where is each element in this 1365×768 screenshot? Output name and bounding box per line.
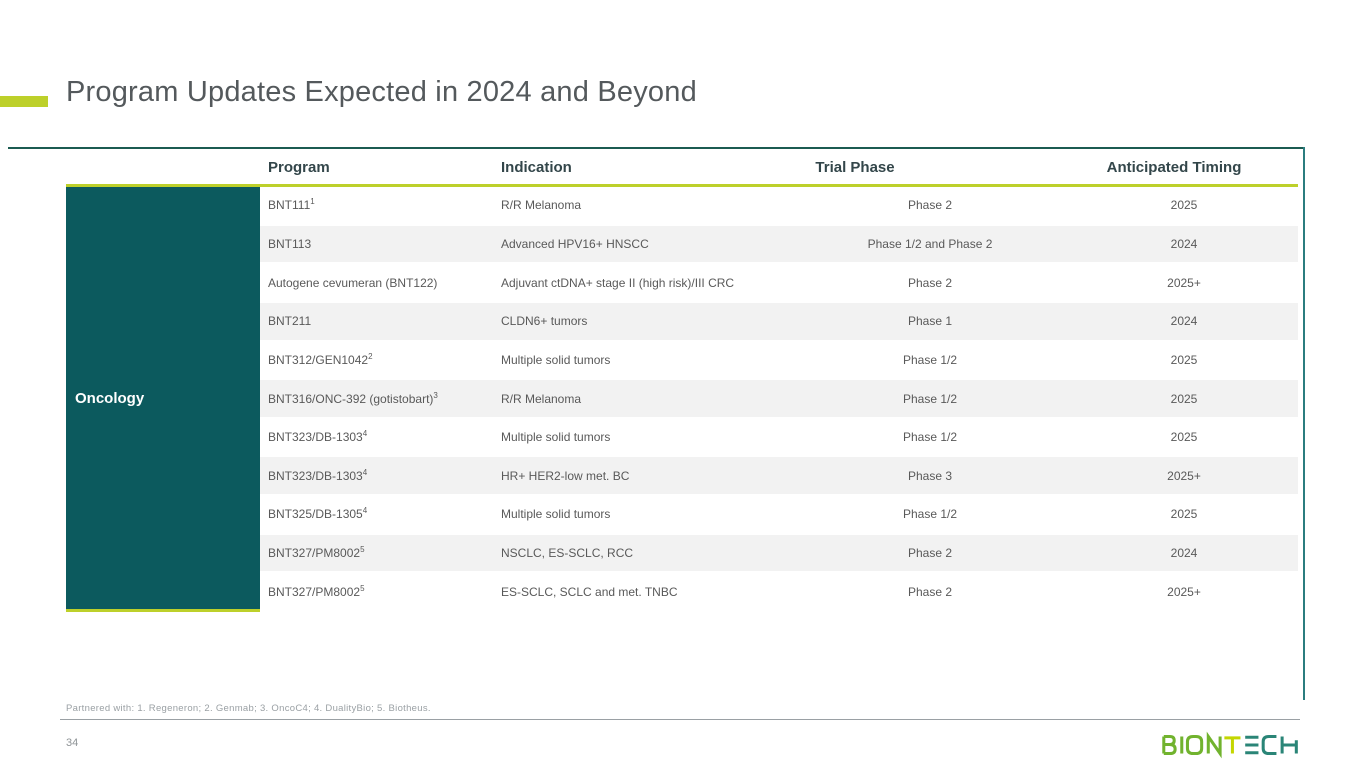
biontech-logo: [1162, 731, 1298, 759]
partner-footnote-marker: 4: [362, 467, 368, 477]
partner-footnote-marker: 2: [368, 351, 373, 361]
group-label-text: Oncology: [75, 389, 145, 407]
table-row: Autogene cevumeran (BNT122) Adjuvant ctDN…: [260, 264, 1298, 303]
table-row: BNT323/DB-13034 Multiple solid tumors Phas…: [260, 419, 1298, 458]
cell-anticipated-timing: 2025: [1170, 352, 1198, 367]
table-row: BNT327/PM80025 ES-SCLC, SCLC and met. TNB…: [260, 573, 1298, 613]
page-number: 34: [66, 737, 79, 749]
table-body: BNT1111 R/R Melanoma Phase 2 2025 BNT113 Adva…: [260, 187, 1298, 613]
table-row: BNT211 CLDN6+ tumors Phase 1 2024: [260, 302, 1298, 342]
table-row: BNT325/DB-13054 Multiple solid tumors Phas…: [260, 496, 1298, 535]
cell-anticipated-timing: 2025+: [1167, 275, 1201, 290]
cell-anticipated-timing: 2024: [1170, 546, 1198, 561]
cell-program: BNT316/ONC-392 (gotistobart)3: [268, 390, 438, 406]
cell-trial-phase: Phase 1/2: [902, 352, 958, 367]
cell-program: BNT325/DB-13054: [268, 506, 368, 522]
cell-trial-phase: Phase 1/2: [902, 391, 958, 406]
cell-program: BNT113: [268, 236, 312, 251]
footnote-rule: [60, 719, 1300, 720]
table-row: BNT1111 R/R Melanoma Phase 2 2025: [260, 187, 1298, 226]
cell-trial-phase: Phase 2: [907, 275, 953, 290]
cell-trial-phase: Phase 2: [907, 198, 953, 213]
cell-anticipated-timing: 2025: [1170, 198, 1198, 213]
cell-trial-phase: Phase 1/2: [902, 507, 958, 522]
cell-trial-phase: Phase 1/2 and Phase 2: [867, 236, 993, 251]
cell-indication: R/R Melanoma: [501, 198, 582, 213]
table-right-rule: [1303, 147, 1305, 700]
table-header-row: Program Indication Trial Phase Anticipat…: [260, 151, 1298, 184]
table-row: BNT316/ONC-392 (gotistobart)3 R/R Melanom…: [260, 380, 1298, 419]
header-underline: [66, 184, 1298, 187]
cell-indication: Multiple solid tumors: [501, 430, 611, 445]
cell-trial-phase: Phase 1/2: [902, 430, 958, 445]
partner-footnote-marker: 5: [360, 583, 365, 593]
cell-indication: CLDN6+ tumors: [501, 314, 588, 329]
cell-anticipated-timing: 2025+: [1167, 468, 1201, 483]
cell-anticipated-timing: 2024: [1170, 314, 1198, 329]
cell-indication: Multiple solid tumors: [501, 507, 611, 522]
table-row: BNT312/GEN10422 Multiple solid tumors Phas…: [260, 342, 1298, 381]
partner-footnote-marker: 4: [362, 506, 368, 516]
column-header-trial-phase: Trial Phase: [815, 159, 895, 176]
table-row: BNT113 Advanced HPV16+ HNSCC Phase 1/2 and…: [260, 225, 1298, 265]
cell-program: BNT312/GEN10422: [268, 351, 373, 367]
cell-trial-phase: Phase 3: [907, 468, 953, 483]
table-row: BNT327/PM80025 NSCLC, ES-SCLC, RCC Phase 2…: [260, 534, 1298, 574]
cell-trial-phase: Phase 2: [907, 546, 953, 561]
title-accent-bar: [0, 96, 48, 107]
table-row: BNT323/DB-13034 HR+ HER2-low met. BC Phase…: [260, 457, 1298, 497]
cell-indication: HR+ HER2-low met. BC: [501, 468, 630, 483]
page-title: Program Updates Expected in 2024 and Bey…: [66, 76, 697, 108]
column-header-anticipated-timing: Anticipated Timing: [1106, 159, 1242, 176]
column-header-indication: Indication: [501, 159, 572, 176]
cell-indication: Advanced HPV16+ HNSCC: [501, 236, 649, 251]
partner-footnote-marker: 5: [360, 545, 365, 555]
cell-trial-phase: Phase 2: [907, 584, 953, 599]
cell-anticipated-timing: 2024: [1170, 236, 1198, 251]
partner-footnote-marker: 1: [310, 197, 315, 207]
cell-indication: ES-SCLC, SCLC and met. TNBC: [501, 584, 678, 599]
cell-indication: R/R Melanoma: [501, 391, 582, 406]
cell-anticipated-timing: 2025+: [1167, 584, 1201, 599]
cell-anticipated-timing: 2025: [1170, 507, 1198, 522]
cell-trial-phase: Phase 1: [907, 314, 953, 329]
cell-program: BNT211: [268, 314, 312, 329]
cell-indication: Adjuvant ctDNA+ stage II (high risk)/III…: [501, 275, 735, 290]
cell-indication: Multiple solid tumors: [501, 352, 611, 367]
partner-footnote-marker: 4: [362, 429, 368, 439]
cell-program: Autogene cevumeran (BNT122): [268, 275, 438, 290]
cell-program: BNT1111: [268, 197, 315, 213]
footnote: Partnered with: 1. Regeneron; 2. Genmab;…: [66, 703, 431, 714]
table-top-rule: [8, 147, 1305, 149]
column-header-program: Program: [268, 159, 330, 176]
partner-footnote-marker: 3: [433, 390, 438, 400]
cell-program: BNT323/DB-13034: [268, 429, 368, 445]
group-label-oncology: Oncology: [66, 187, 260, 612]
cell-anticipated-timing: 2025: [1170, 391, 1198, 406]
cell-program: BNT327/PM80025: [268, 545, 365, 561]
cell-program: BNT323/DB-13034: [268, 467, 368, 483]
cell-anticipated-timing: 2025: [1170, 430, 1198, 445]
cell-indication: NSCLC, ES-SCLC, RCC: [501, 546, 634, 561]
cell-program: BNT327/PM80025: [268, 583, 365, 599]
